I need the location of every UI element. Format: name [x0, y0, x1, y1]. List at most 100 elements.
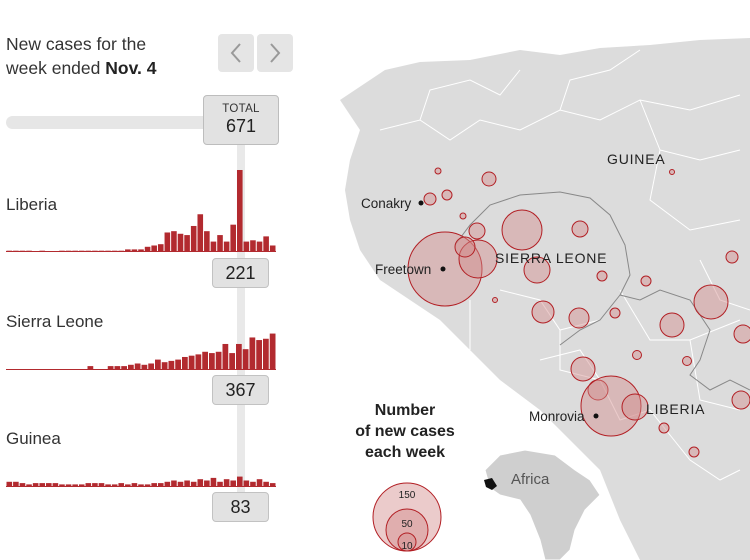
bubble — [523, 256, 551, 284]
weekly-bar — [242, 349, 249, 370]
weekly-bar — [78, 484, 85, 487]
country-label-guinea: Guinea — [6, 429, 61, 448]
national-borders — [454, 191, 750, 391]
weekly-bar — [13, 369, 19, 370]
weekly-bar — [269, 483, 276, 487]
bubble — [688, 446, 700, 458]
weekly-bar — [184, 480, 190, 487]
weekly-bar — [256, 241, 263, 252]
bubble — [632, 350, 642, 360]
weekly-bar — [118, 483, 125, 487]
weekly-bar — [101, 369, 107, 370]
weekly-bar — [161, 362, 168, 370]
weekly-bar — [121, 366, 127, 370]
weekly-bar — [263, 338, 269, 370]
bubble — [454, 236, 476, 258]
weekly-bar — [263, 236, 269, 252]
weekly-bar — [164, 481, 171, 487]
weekly-bar — [195, 354, 202, 370]
weekly-bar — [111, 484, 118, 487]
weekly-bar — [65, 250, 72, 252]
weekly-bar — [39, 250, 46, 252]
chevron-right-icon — [270, 43, 281, 63]
country-map-label-sierra-leone: SIERRA LEONE — [495, 250, 607, 266]
legend-value-50: 50 — [401, 519, 413, 530]
weekly-bar — [6, 250, 13, 252]
weekly-bar — [32, 251, 39, 252]
weekly-bar — [46, 483, 52, 487]
weekly-bar — [157, 483, 164, 487]
weekly-bar — [87, 366, 94, 370]
week-slider-handle[interactable]: TOTAL 671 — [203, 95, 279, 145]
weekly-bar — [230, 224, 236, 252]
weekly-bar — [125, 484, 131, 487]
bubble — [568, 307, 590, 329]
weekly-bar — [168, 360, 175, 370]
weekly-bar — [197, 214, 204, 252]
district-borders — [379, 49, 750, 481]
weekly-bar — [128, 364, 134, 370]
city-dot — [593, 413, 599, 419]
sierra-leone-value: 367 — [212, 375, 269, 405]
next-week-button[interactable] — [257, 34, 293, 72]
bubble — [434, 167, 442, 175]
sierra-leone-sparkline — [6, 333, 276, 370]
weekly-bar — [46, 251, 52, 252]
weekly-bar — [131, 249, 138, 252]
liberia-value: 221 — [212, 258, 269, 288]
weekly-bar — [118, 250, 125, 252]
bubble — [621, 393, 649, 421]
bubble — [640, 275, 652, 287]
legend-title-line-2: of new cases — [355, 423, 455, 440]
weekly-bar — [74, 369, 80, 370]
weekly-bar — [13, 481, 19, 487]
bubble — [609, 307, 621, 319]
selected-week-line — [237, 140, 245, 500]
weekly-bar — [65, 484, 72, 487]
weekly-bar — [85, 250, 92, 252]
weekly-bar — [250, 481, 256, 487]
bubble — [459, 212, 467, 220]
bubble — [659, 312, 685, 338]
legend-circle-10 — [397, 532, 417, 552]
weekly-bar — [72, 484, 78, 487]
weekly-bar — [131, 483, 138, 487]
total-label: TOTAL — [222, 103, 260, 115]
weekly-bar — [92, 250, 98, 252]
inset-label-africa: Africa — [511, 471, 550, 488]
bubble — [501, 209, 543, 251]
weekly-bar — [144, 484, 151, 487]
legend-title-line-3: each week — [364, 444, 446, 461]
weekly-bar — [184, 235, 190, 252]
weekly-bar — [171, 480, 177, 487]
weekly-bar — [40, 369, 46, 370]
weekly-bar — [134, 363, 141, 370]
bubble — [458, 239, 498, 279]
weekly-bar — [223, 241, 230, 252]
bubble — [570, 356, 596, 382]
weekly-bar — [80, 369, 87, 370]
weekly-bar — [197, 479, 204, 487]
bubble — [731, 390, 750, 410]
weekly-bar — [26, 369, 33, 370]
land-west-africa — [340, 38, 750, 560]
city-label-conakry: Conakry — [361, 196, 412, 211]
weekly-bar — [202, 351, 208, 370]
weekly-bar — [209, 353, 215, 370]
weekly-bar — [243, 241, 250, 252]
weekly-bar — [33, 369, 40, 370]
affected-region-marker — [484, 478, 497, 490]
weekly-bar — [250, 240, 256, 252]
chart-panel: New cases for the week ended Nov. 4 TOTA… — [0, 0, 300, 560]
bubble — [733, 324, 750, 344]
bubble — [682, 356, 692, 366]
bubble — [693, 284, 729, 320]
weekly-bar — [236, 476, 243, 487]
bubble — [492, 297, 498, 303]
weekly-bar — [148, 363, 154, 370]
weekly-bar — [98, 250, 105, 252]
weekly-bar — [105, 250, 111, 252]
weekly-bar — [32, 483, 39, 487]
previous-week-button[interactable] — [218, 34, 254, 72]
weekly-bar — [190, 481, 197, 487]
